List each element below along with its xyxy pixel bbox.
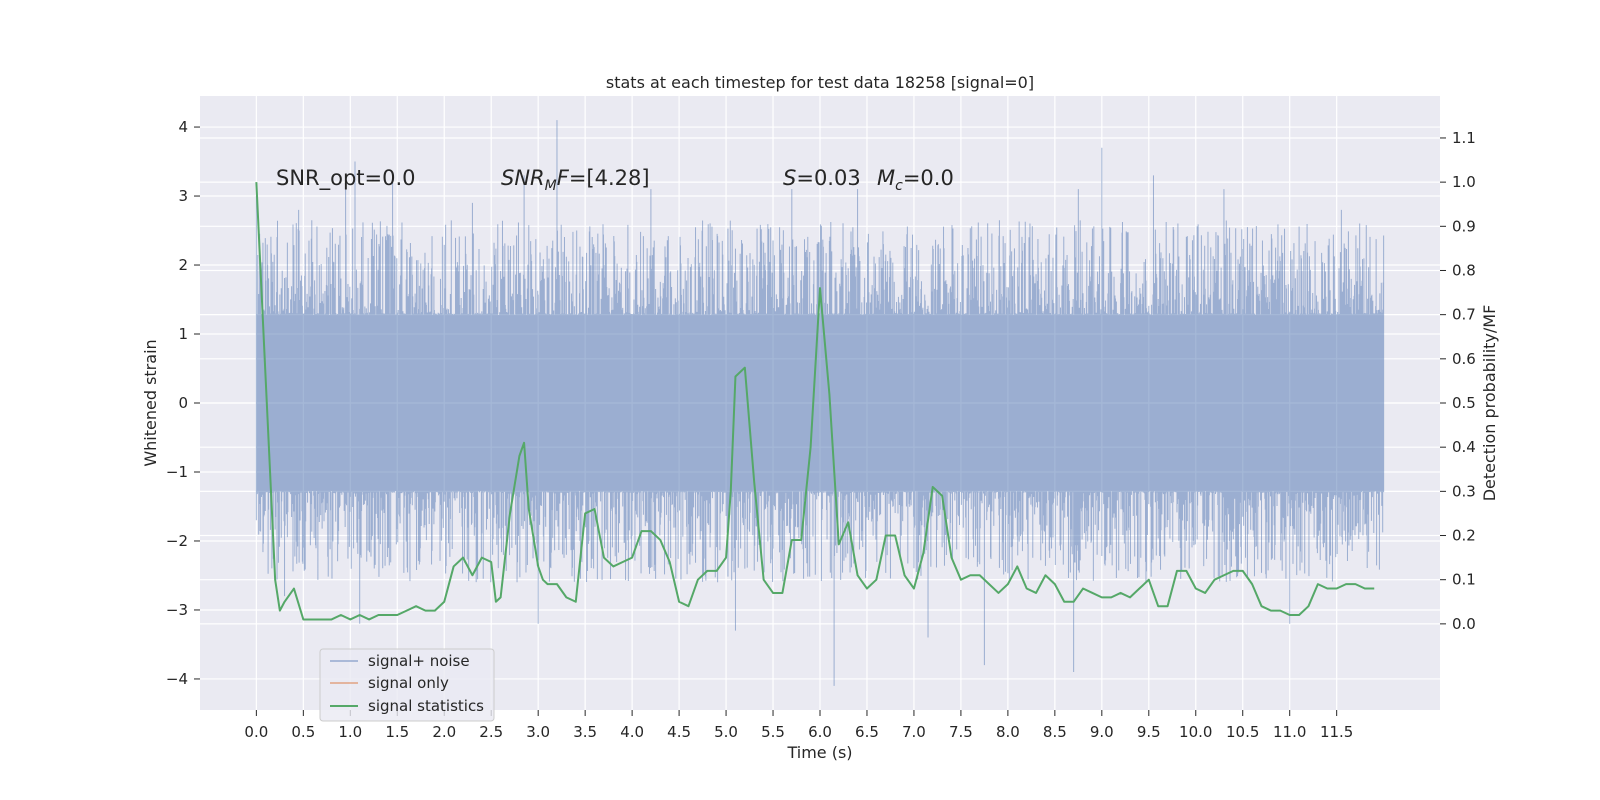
y-axis-label: Whitened strain [141, 339, 160, 466]
legend: signal+ noise signal only signal statist… [319, 648, 495, 722]
signal-plus-noise-line [255, 120, 1385, 686]
legend-label-signal-statistics: signal statistics [368, 697, 484, 715]
annotation-snr-opt: SNR_opt=0.0 [276, 166, 416, 191]
annotation-snr-mf-subscript: M [545, 178, 557, 194]
annotation-s-value: =0.03 [796, 166, 860, 190]
y2-tick-label: 0.1 [1452, 571, 1476, 589]
annotation-mc-subscript: c [895, 178, 903, 194]
legend-label-signal-plus-noise: signal+ noise [368, 652, 470, 670]
chart-title: stats at each timestep for test data 182… [606, 73, 1034, 92]
y-tick-label: 4 [178, 118, 188, 136]
legend-label-signal-only: signal only [368, 674, 449, 692]
annotation-snr-mf-value: =[4.28] [569, 166, 650, 190]
annotation-s: S=0.03 [783, 166, 861, 190]
y2-tick-label: 0.0 [1452, 615, 1476, 633]
x-tick-label: 11.5 [1320, 723, 1353, 741]
y-tick-label: 0 [178, 394, 188, 412]
legend-box [319, 648, 495, 722]
series-signal-plus-noise [255, 120, 1385, 686]
y-tick-label: 1 [178, 325, 188, 343]
annotation-mc-value: =0.0 [903, 166, 954, 190]
x-tick-label: 10.5 [1226, 723, 1259, 741]
x-tick-label: 6.0 [808, 723, 832, 741]
y2-tick-label: 0.6 [1452, 350, 1476, 368]
x-tick-label: 8.5 [1043, 723, 1067, 741]
x-tick-label: 3.0 [526, 723, 550, 741]
x-tick-label: 2.0 [432, 723, 456, 741]
annotation-s-symbol: S [783, 166, 796, 190]
y2-tick-label: 1.0 [1452, 173, 1476, 191]
x-tick-label: 4.0 [620, 723, 644, 741]
x-tick-label: 9.5 [1137, 723, 1161, 741]
annotation-mc: Mc=0.0 [877, 166, 954, 194]
y-tick-label: −3 [166, 601, 188, 619]
y2-tick-label: 1.1 [1452, 129, 1476, 147]
y2-tick-label: 0.3 [1452, 482, 1476, 500]
x-tick-label: 11.0 [1273, 723, 1306, 741]
y2-tick-label: 0.2 [1452, 527, 1476, 545]
x-tick-label: 5.5 [761, 723, 785, 741]
y2-tick-label: 0.5 [1452, 394, 1476, 412]
axis-ticks: 0.0 0.5 1.0 1.5 2.0 2.5 3.0 3.5 4.0 4.5 5.0 5.5 6.0 6… [166, 118, 1476, 741]
x-tick-label: 7.5 [949, 723, 973, 741]
y-tick-label: 3 [178, 187, 188, 205]
annotation-snr-mf-f: F [557, 166, 570, 190]
x-tick-label: 2.5 [479, 723, 503, 741]
annotation-snr-mf: SNRMF=[4.28] [501, 166, 650, 194]
x-tick-label: 7.0 [902, 723, 926, 741]
x-tick-label: 0.0 [244, 723, 268, 741]
y2-tick-label: 0.4 [1452, 438, 1476, 456]
x-tick-label: 5.0 [714, 723, 738, 741]
y2-axis-label: Detection probability/MF [1480, 305, 1499, 502]
series-signal-statistics [255, 182, 1375, 621]
x-tick-label: 1.0 [338, 723, 362, 741]
x-tick-label: 10.0 [1179, 723, 1212, 741]
y-tick-label: −2 [166, 532, 188, 550]
y-tick-label: −1 [166, 463, 188, 481]
annotation-mc-symbol: M [877, 166, 895, 190]
x-axis-label: Time (s) [786, 743, 852, 762]
y2-tick-label: 0.7 [1452, 306, 1476, 324]
y-tick-label: 2 [178, 256, 188, 274]
x-tick-label: 6.5 [855, 723, 879, 741]
y2-tick-label: 0.9 [1452, 217, 1476, 235]
x-tick-label: 3.5 [573, 723, 597, 741]
x-tick-label: 9.0 [1090, 723, 1114, 741]
signal-statistics-line [255, 182, 1375, 621]
annotation-snr-mf-symbol: SNR [501, 166, 545, 190]
x-tick-label: 0.5 [291, 723, 315, 741]
x-tick-label: 8.0 [996, 723, 1020, 741]
x-tick-label: 1.5 [385, 723, 409, 741]
x-tick-label: 4.5 [667, 723, 691, 741]
y-tick-label: −4 [166, 670, 188, 688]
y2-tick-label: 0.8 [1452, 261, 1476, 279]
